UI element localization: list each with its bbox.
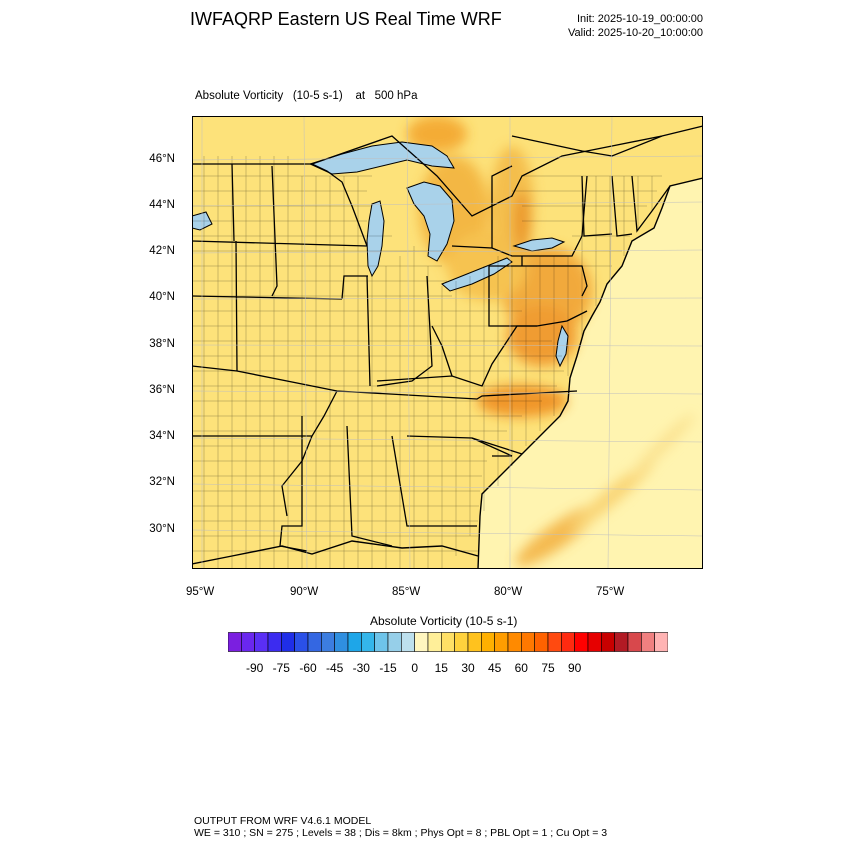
colorbar-swatch	[321, 632, 335, 652]
colorbar-tick-label: 90	[568, 661, 582, 675]
colorbar-swatch	[494, 632, 509, 652]
colorbar-swatch	[627, 632, 642, 652]
colorbar-swatch	[427, 632, 442, 652]
colorbar-swatch	[441, 632, 455, 652]
colorbar-swatch	[281, 632, 295, 652]
colorbar-tick-label: 60	[514, 661, 528, 675]
graticule	[192, 116, 703, 569]
footer-model: OUTPUT FROM WRF V4.6.1 MODEL	[194, 815, 372, 827]
lon-label-90: 90°W	[290, 586, 319, 598]
colorbar-swatch	[227, 632, 242, 652]
lat-label-42: 42°N	[149, 245, 175, 257]
lon-label-75: 75°W	[596, 586, 625, 598]
lake-superior	[308, 141, 455, 175]
lat-label-40: 40°N	[149, 291, 175, 303]
colorbar-swatch	[401, 632, 415, 652]
colorbar-swatch	[654, 632, 669, 652]
model-footer: OUTPUT FROM WRF V4.6.1 MODEL WE = 310 ; …	[194, 815, 607, 839]
colorbar-swatch	[507, 632, 522, 652]
lat-label-34: 34°N	[149, 430, 175, 442]
colorbar-tick-label: -45	[326, 661, 344, 675]
colorbar-swatch	[521, 632, 535, 652]
colorbar-swatches	[227, 632, 669, 652]
vorticity-map	[192, 116, 703, 569]
colorbar-swatch	[334, 632, 349, 652]
colorbar-tick-label: 30	[461, 661, 475, 675]
colorbar-swatch	[294, 632, 309, 652]
colorbar-swatch	[414, 632, 429, 652]
colorbar-swatch	[547, 632, 562, 652]
colorbar-tick-label: 45	[488, 661, 502, 675]
colorbar	[227, 632, 669, 657]
plot-title: IWFAQRP Eastern US Real Time WRF	[190, 9, 502, 29]
field-units: (10-5 s-1)	[292, 90, 343, 102]
map-panel	[192, 116, 703, 569]
colorbar-swatch	[467, 632, 482, 652]
colorbar-swatch	[254, 632, 269, 652]
coastline	[477, 177, 703, 569]
colorbar-swatch	[347, 632, 362, 652]
lat-label-32: 32°N	[149, 476, 175, 488]
gulf-coast	[192, 540, 479, 565]
colorbar-swatch	[374, 632, 389, 652]
run-times: Init: 2025-10-19_00:00:00 Valid: 2025-10…	[568, 12, 703, 40]
colorbar-swatch	[387, 632, 402, 652]
state-borders	[192, 135, 671, 552]
colorbar-tick-label: 15	[434, 661, 448, 675]
init-time: Init: 2025-10-19_00:00:00	[577, 13, 703, 25]
colorbar-title: Absolute Vorticity (10-5 s-1)	[370, 614, 518, 628]
colorbar-swatch	[534, 632, 549, 652]
colorbar-swatch	[574, 632, 589, 652]
lat-label-36: 36°N	[149, 384, 175, 396]
lat-label-46: 46°N	[149, 153, 175, 165]
colorbar-tick-label: 0	[411, 661, 419, 675]
lat-label-44: 44°N	[149, 199, 175, 211]
lon-label-80: 80°W	[494, 586, 523, 598]
valid-time: Valid: 2025-10-20_10:00:00	[568, 27, 703, 39]
colorbar-swatch	[641, 632, 655, 652]
county-lines	[192, 156, 662, 569]
colorbar-swatch	[587, 632, 602, 652]
colorbar-tick-label: -15	[379, 661, 397, 675]
lon-label-85: 85°W	[392, 586, 421, 598]
lake-michigan	[366, 200, 385, 278]
colorbar-swatch	[601, 632, 615, 652]
colorbar-tick-label: 75	[541, 661, 555, 675]
canada-border	[311, 125, 703, 217]
field-subtitle: Absolute Vorticity (10-5 s-1) at 500 hPa	[195, 90, 418, 102]
lat-label-38: 38°N	[149, 338, 175, 350]
colorbar-tick-label: -30	[352, 661, 370, 675]
colorbar-swatch	[481, 632, 495, 652]
lon-label-95: 95°W	[186, 586, 215, 598]
colorbar-tick-label: -60	[299, 661, 317, 675]
colorbar-swatch	[614, 632, 629, 652]
colorbar-swatch	[361, 632, 375, 652]
field-level-prefix: at	[355, 90, 366, 102]
lake-huron	[406, 181, 455, 262]
lat-label-30: 30°N	[149, 523, 175, 535]
colorbar-swatch	[307, 632, 322, 652]
colorbar-tick-label: -90	[246, 661, 264, 675]
map-frame	[192, 116, 703, 569]
land	[192, 116, 703, 569]
colorbar-swatch	[267, 632, 282, 652]
colorbar-swatch	[241, 632, 255, 652]
field-name: Absolute Vorticity	[195, 90, 284, 102]
colorbar-swatch	[561, 632, 575, 652]
colorbar-swatch	[454, 632, 469, 652]
footer-config: WE = 310 ; SN = 275 ; Levels = 38 ; Dis …	[194, 827, 608, 839]
field-level: 500 hPa	[374, 90, 418, 102]
colorbar-tick-label: -75	[272, 661, 290, 675]
